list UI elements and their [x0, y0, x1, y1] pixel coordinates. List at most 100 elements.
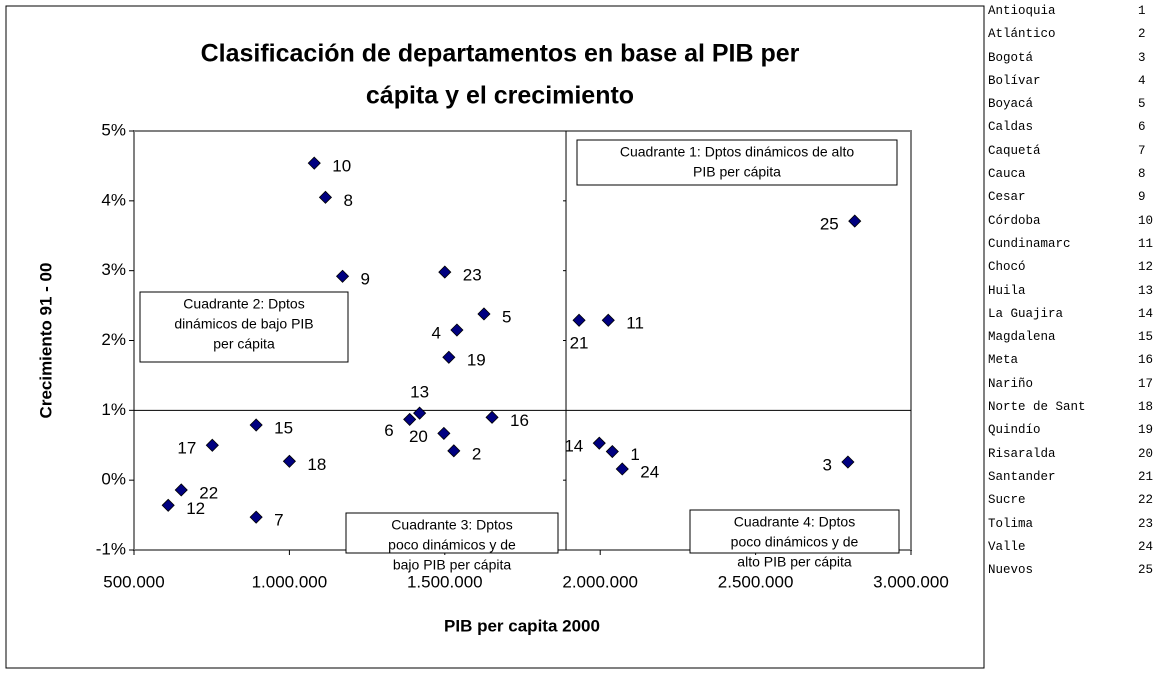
point — [477, 307, 491, 321]
point — [442, 350, 456, 364]
chart: Clasificación de departamentos en base a… — [5, 5, 985, 669]
department-name: Magdalena — [988, 330, 1056, 345]
department-name: Quindío — [988, 423, 1041, 438]
quadrant-box — [345, 512, 559, 554]
point-label: 4 — [431, 324, 440, 343]
x-axis-label: PIB per capita 2000 — [444, 616, 600, 635]
point — [282, 454, 296, 468]
table-row: Cesar 9 — [986, 186, 1171, 209]
table-row: Santander 21 — [986, 466, 1171, 489]
department-name: Sucre — [988, 493, 1026, 508]
point — [403, 412, 417, 426]
point-label: 23 — [463, 266, 482, 285]
table-row: Nuevos 25 — [986, 559, 1171, 582]
department-number: 15 — [1138, 330, 1154, 345]
point — [307, 156, 321, 170]
department-number: 20 — [1138, 446, 1154, 461]
point — [615, 462, 629, 476]
department-name: Cundinamarc — [988, 236, 1071, 251]
point — [848, 214, 862, 228]
point-label: 9 — [361, 270, 370, 289]
department-name: Cauca — [988, 167, 1026, 182]
point-label: 14 — [564, 437, 583, 456]
department-number: 24 — [1138, 539, 1154, 554]
table-row: Quindío 19 — [986, 419, 1171, 442]
table-row: Valle 24 — [986, 536, 1171, 559]
chart-title: cápita y el crecimiento — [366, 82, 634, 110]
quadrant-label: bajo PIB per cápita — [393, 557, 512, 573]
point — [447, 444, 461, 458]
department-name: Córdoba — [988, 213, 1041, 228]
point — [249, 510, 263, 524]
table-row: Huila 13 — [986, 280, 1171, 303]
point-label: 13 — [410, 383, 429, 402]
quadrant-label: Cuadrante 2: Dptos — [183, 296, 304, 312]
quadrant-label: PIB per cápita — [693, 164, 781, 180]
point-label: 12 — [186, 499, 205, 518]
department-name: Atlántico — [988, 27, 1056, 42]
y-tick-label: -1% — [96, 539, 126, 558]
y-tick-label: 1% — [101, 400, 126, 419]
point — [605, 444, 619, 459]
table-row: Chocó 12 — [986, 256, 1171, 279]
x-tick-label: 1.000.000 — [252, 572, 328, 591]
department-number: 25 — [1138, 563, 1154, 578]
department-number: 23 — [1138, 516, 1154, 531]
department-number: 18 — [1138, 400, 1154, 415]
table-row: Antioquia 1 — [986, 0, 1171, 23]
table-row: Nariño 17 — [986, 373, 1171, 396]
quadrant-label: dinámicos de bajo PIB — [174, 316, 313, 332]
point — [438, 265, 452, 279]
department-name: Valle — [988, 539, 1026, 554]
y-tick-label: 4% — [101, 190, 126, 209]
department-number: 16 — [1138, 353, 1154, 368]
department-name: Nuevos — [988, 563, 1034, 578]
point — [841, 455, 855, 469]
point-label: 24 — [640, 462, 659, 481]
table-row: Caquetá 7 — [986, 140, 1171, 163]
department-number: 4 — [1138, 73, 1146, 88]
point-label: 10 — [332, 157, 351, 176]
x-tick-label: 500.000 — [103, 572, 164, 591]
point-label: 6 — [384, 421, 393, 440]
department-name: Chocó — [988, 260, 1026, 275]
department-number: 3 — [1138, 50, 1146, 65]
department-name: Risaralda — [988, 446, 1056, 461]
point — [249, 418, 263, 432]
quadrant-label: alto PIB per cápita — [737, 554, 852, 570]
department-name: Caldas — [988, 120, 1034, 135]
point — [335, 269, 350, 283]
y-axis-label: Crecimiento 91 - 00 — [36, 263, 55, 419]
point-label: 3 — [822, 455, 831, 474]
point-label: 5 — [502, 307, 511, 326]
department-number: 5 — [1138, 97, 1146, 112]
department-number: 2 — [1138, 27, 1146, 42]
point — [592, 436, 606, 450]
department-name: Meta — [988, 353, 1019, 368]
quadrant-label: per cápita — [213, 336, 275, 352]
department-number: 14 — [1138, 306, 1154, 321]
point-label: 22 — [199, 483, 218, 502]
table-row: Magdalena 15 — [986, 326, 1171, 349]
table-row: Boyacá 5 — [986, 93, 1171, 116]
table-row: Norte de Sant 18 — [986, 396, 1171, 419]
department-number: 21 — [1138, 469, 1154, 484]
table-row: Cauca 8 — [986, 163, 1171, 186]
quadrant-box — [139, 291, 349, 363]
department-name: Norte de Sant — [988, 400, 1086, 415]
department-name: Caquetá — [988, 143, 1041, 158]
point-label: 11 — [626, 314, 644, 333]
point-label: 25 — [820, 215, 839, 234]
department-list: Antioquia 1 Atlántico 2 Bogotá 3 Bolívar 4 Boyac… — [986, 0, 1171, 582]
x-tick-label: 2.000.000 — [562, 572, 638, 591]
quadrant-label: Cuadrante 4: Dptos — [734, 514, 855, 530]
point — [437, 426, 451, 440]
department-number: 22 — [1138, 493, 1154, 508]
x-tick-label: 1.500.000 — [407, 572, 483, 591]
department-name: La Guajira — [988, 306, 1064, 321]
point — [205, 438, 219, 452]
department-name: Huila — [988, 283, 1026, 298]
point-label: 20 — [409, 427, 428, 446]
y-tick-label: 5% — [101, 120, 126, 139]
